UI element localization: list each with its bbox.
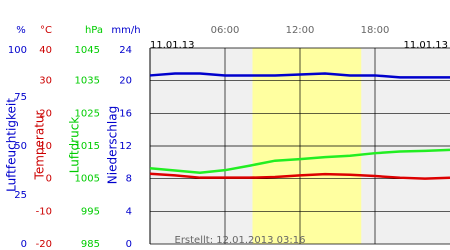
y-tick-label: 10 [39,141,52,152]
y-tick-label: 1005 [75,174,100,185]
y-tick-label: 24 [119,45,132,56]
axis-unit: mm/h [111,25,140,36]
x-tick-label: 18:00 [361,25,390,36]
axis-unit: hPa [85,25,103,36]
y-tick-label: -10 [36,206,52,217]
y-tick-label: 20 [119,76,132,87]
y-tick-label: 0 [21,239,27,250]
date-right: 11.01.13 [403,40,448,51]
axis-unit: % [16,25,26,36]
y-tick-label: 12 [119,141,132,152]
axis-unit: °C [40,25,52,36]
y-tick-label: -20 [36,239,52,250]
axis-name: Luftfeuchtigkeit [5,98,19,192]
series-line [149,72,450,79]
y-tick-label: 20 [39,108,52,119]
y-tick-label: 40 [39,45,52,56]
axis-name: Temperatur [33,110,47,180]
y-tick-label: 4 [126,206,132,217]
series-line [149,172,450,180]
footer: Erstellt: 12.01.2013 03:16 [175,235,306,246]
y-tick-label: 985 [81,239,100,250]
y-tick-label: 0 [126,239,132,250]
y-tick-label: 8 [126,174,132,185]
y-tick-label: 1025 [75,108,100,119]
axis-name: Niederschlag [106,106,120,184]
y-tick-label: 1035 [75,76,100,87]
axis-name: Luftdruck [68,117,82,174]
y-tick-label: 50 [14,141,27,152]
y-tick-label: 75 [14,92,27,103]
y-tick-label: 16 [119,108,132,119]
date-left: 11.01.13 [150,40,195,51]
y-tick-label: 1045 [75,45,100,56]
y-tick-label: 25 [14,190,27,201]
plot: 06:00 12:00 18:00%0255075100Luftfeuchtigke… [5,25,450,250]
y-tick-label: 30 [39,76,52,87]
y-tick-label: 100 [8,45,27,56]
series-line [149,148,450,175]
y-tick-label: 0 [46,174,52,185]
x-tick-label: 12:00 [286,25,315,36]
y-tick-label: 1015 [75,141,100,152]
y-tick-label: 995 [81,206,100,217]
x-tick-label: 06:00 [211,25,240,36]
